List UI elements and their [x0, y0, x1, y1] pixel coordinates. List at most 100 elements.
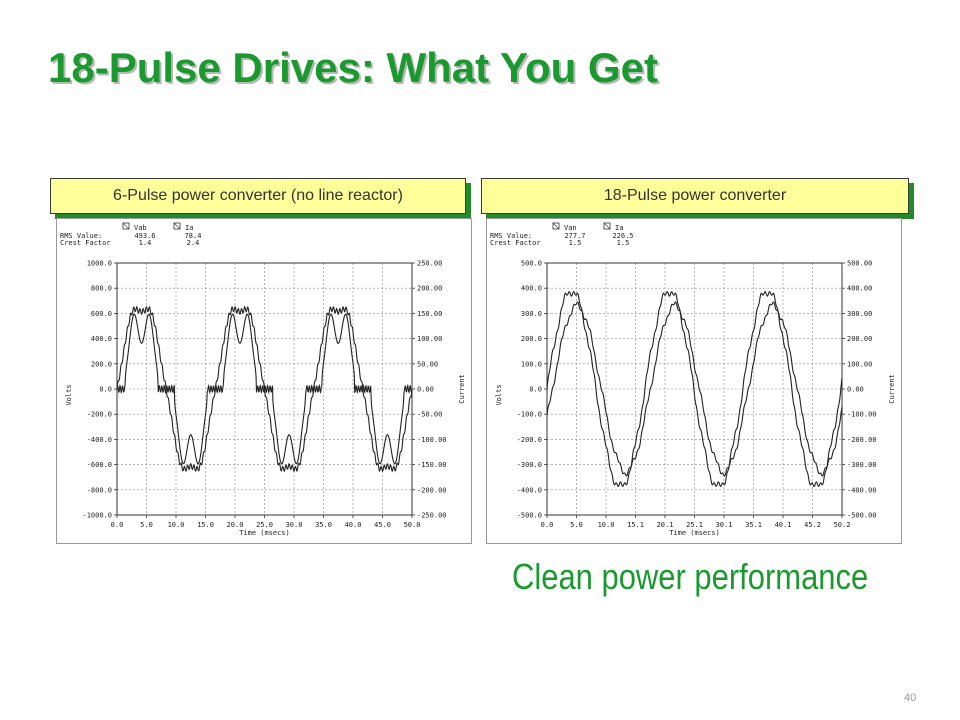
legend-i-rms: 226.5	[612, 232, 633, 240]
legend-v-box-icon	[122, 222, 130, 230]
y-left-tick-label: 0.0	[529, 386, 542, 394]
legend-v-rms: 493.6	[134, 232, 155, 240]
x-tick-label: 45.2	[804, 521, 821, 529]
banner-18-pulse-label: 18-Pulse power converter	[481, 178, 909, 214]
y-left-tick-label: 600.0	[91, 310, 112, 318]
y-right-tick-label: -100.00	[847, 411, 877, 419]
x-tick-label: 50.0	[404, 521, 421, 529]
y-left-tick-label: 300.0	[521, 310, 542, 318]
page-number: 40	[904, 692, 917, 704]
legend-i-name: Ia	[615, 224, 623, 232]
legend-i-box-icon	[603, 222, 611, 230]
x-tick-label: 40.1	[775, 521, 792, 529]
chart-18-pulse: Van Ia RMS Value: Crest Factor 277.7 1.5 226.5…	[486, 218, 902, 544]
legend-i-box-icon-mark	[173, 222, 181, 230]
legend-i-cf: 1.5	[617, 239, 630, 247]
banner-6-pulse-label: 6-Pulse power converter (no line reactor…	[50, 178, 466, 214]
y-right-tick-label: -250.00	[417, 512, 447, 520]
legend-i-box-icon	[173, 222, 181, 230]
y-left-tick-label: -200.0	[517, 436, 542, 444]
x-tick-label: 45.0	[374, 521, 391, 529]
x-tick-label: 5.0	[140, 521, 153, 529]
x-tick-label: 30.1	[716, 521, 733, 529]
y-left-tick-label: 100.0	[521, 360, 542, 368]
x-tick-label: 15.0	[197, 521, 214, 529]
y-right-tick-label: 50.00	[417, 360, 438, 368]
y-right-tick-label: 0.00	[847, 386, 864, 394]
x-tick-label: 0.0	[541, 521, 554, 529]
banner-6-pulse: 6-Pulse power converter (no line reactor…	[50, 178, 471, 219]
legend-v-box-icon	[552, 222, 560, 230]
y-left-tick-label: 200.0	[91, 360, 112, 368]
x-tick-label: 10.0	[598, 521, 615, 529]
y-left-tick-label: -200.0	[87, 411, 112, 419]
y-left-tick-label: -500.0	[517, 512, 542, 520]
trace-ia-right	[116, 313, 413, 465]
legend-cf-label: Crest Factor	[490, 239, 541, 247]
trace-ia-right	[546, 301, 843, 477]
legend-v-name: Van	[564, 224, 577, 232]
slide-title: 18-Pulse Drives: What You Get	[48, 44, 658, 91]
y-left-tick-label: -800.0	[87, 486, 112, 494]
x-axis-title: Time (msecs)	[239, 529, 290, 537]
x-tick-label: 25.1	[686, 521, 703, 529]
legend-i-name: Ia	[185, 224, 193, 232]
legend-v-rms: 277.7	[564, 232, 585, 240]
x-tick-label: 35.1	[745, 521, 762, 529]
legend-rms-label: RMS Value:	[60, 232, 102, 240]
y-right-tick-label: -500.00	[847, 512, 877, 520]
x-tick-label: 15.1	[627, 521, 644, 529]
y-right-tick-label: -100.00	[417, 436, 447, 444]
y-right-tick-label: 150.00	[417, 310, 442, 318]
x-tick-label: 20.1	[657, 521, 674, 529]
banner-18-pulse: 18-Pulse power converter	[481, 178, 914, 219]
y-right-tick-label: 100.00	[417, 335, 442, 343]
y-right-tick-label: 200.00	[417, 285, 442, 293]
y-left-tick-label: -400.0	[87, 436, 112, 444]
y-right-tick-label: 100.00	[847, 360, 872, 368]
y-left-tick-label: -1000.0	[82, 512, 112, 520]
x-tick-label: 40.0	[345, 521, 362, 529]
y-left-tick-label: 1000.0	[87, 260, 112, 268]
y-right-tick-label: 0.00	[417, 386, 434, 394]
y-left-tick-label: 800.0	[91, 285, 112, 293]
x-tick-label: 25.0	[256, 521, 273, 529]
y-right-tick-label: -50.00	[417, 411, 442, 419]
y-right-tick-label: 400.00	[847, 285, 872, 293]
caption-clean-power: Clean power performance	[512, 556, 869, 597]
y-left-tick-label: 400.0	[91, 335, 112, 343]
y-left-tick-label: -100.0	[517, 411, 542, 419]
legend-i-rms: 78.4	[185, 232, 202, 240]
y-right-axis-title: Current	[458, 374, 466, 404]
y-left-tick-label: -600.0	[87, 461, 112, 469]
y-left-axis-title: Volts	[65, 384, 73, 405]
y-left-tick-label: 400.0	[521, 285, 542, 293]
y-left-tick-label: 0.0	[99, 386, 112, 394]
y-right-tick-label: 200.00	[847, 335, 872, 343]
x-tick-label: 30.0	[286, 521, 303, 529]
legend-i-box-icon-mark	[603, 222, 611, 230]
trace-van-left	[546, 290, 843, 488]
legend-cf-label: Crest Factor	[60, 239, 111, 247]
x-tick-label: 0.0	[111, 521, 124, 529]
legend-v-box-icon-mark	[552, 222, 560, 230]
x-tick-label: 10.0	[168, 521, 185, 529]
legend-v-box-icon-mark	[122, 222, 130, 230]
y-right-tick-label: -200.00	[417, 486, 447, 494]
x-tick-label: 5.0	[570, 521, 583, 529]
x-tick-label: 35.0	[315, 521, 332, 529]
chart-6-pulse: Vab Ia RMS Value: Crest Factor 493.6 1.4 78.4 2…	[56, 218, 472, 544]
legend-i-cf: 2.4	[187, 239, 200, 247]
legend-v-cf: 1.5	[569, 239, 582, 247]
y-right-tick-label: 250.00	[417, 260, 442, 268]
y-right-tick-label: -300.00	[847, 461, 877, 469]
y-left-tick-label: 200.0	[521, 335, 542, 343]
x-axis-title: Time (msecs)	[669, 529, 720, 537]
y-left-tick-label: 500.0	[521, 260, 542, 268]
x-tick-label: 20.0	[227, 521, 244, 529]
y-right-tick-label: -200.00	[847, 436, 877, 444]
x-tick-label: 50.2	[834, 521, 851, 529]
y-right-tick-label: 300.00	[847, 310, 872, 318]
y-right-tick-label: 500.00	[847, 260, 872, 268]
